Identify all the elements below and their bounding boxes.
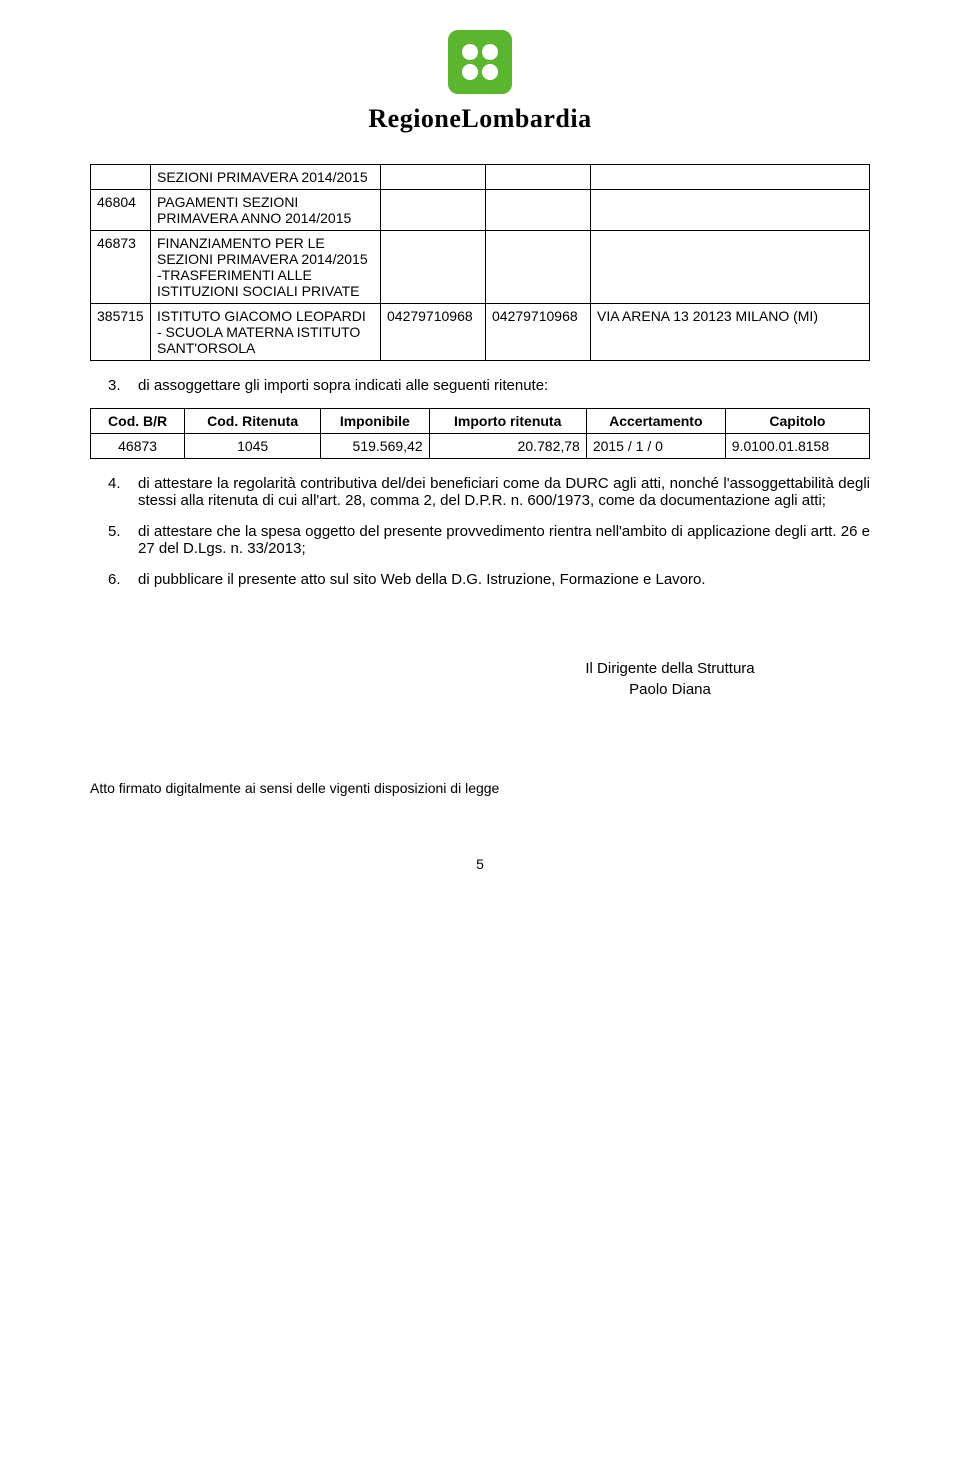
cell (381, 190, 486, 231)
header-logo: RegioneLombardia (90, 30, 870, 134)
cell (381, 165, 486, 190)
col-header: Cod. B/R (91, 409, 185, 434)
signature-name: Paolo Diana (470, 679, 870, 700)
col-header: Imponibile (321, 409, 430, 434)
cell: FINANZIAMENTO PER LE SEZIONI PRIMAVERA 2… (151, 231, 381, 304)
list-item-5: di attestare che la spesa oggetto del pr… (90, 523, 870, 557)
cell: ISTITUTO GIACOMO LEOPARDI - SCUOLA MATER… (151, 304, 381, 361)
cell: 46873 (91, 434, 185, 459)
cell: 46873 (91, 231, 151, 304)
cell (591, 190, 870, 231)
cell (91, 165, 151, 190)
cell (591, 165, 870, 190)
allocations-table: SEZIONI PRIMAVERA 2014/2015 46804 PAGAME… (90, 164, 870, 361)
ritenute-table: Cod. B/R Cod. Ritenuta Imponibile Import… (90, 408, 870, 459)
cell: PAGAMENTI SEZIONI PRIMAVERA ANNO 2014/20… (151, 190, 381, 231)
ordered-list-4: di attestare la regolarità contributiva … (90, 475, 870, 588)
page-number: 5 (90, 856, 870, 872)
col-header: Accertamento (586, 409, 725, 434)
cell: 20.782,78 (429, 434, 586, 459)
cell: SEZIONI PRIMAVERA 2014/2015 (151, 165, 381, 190)
list-item-4: di attestare la regolarità contributiva … (90, 475, 870, 509)
col-header: Importo ritenuta (429, 409, 586, 434)
cell: 9.0100.01.8158 (725, 434, 869, 459)
lombardia-logo-icon (448, 30, 512, 94)
table-header-row: Cod. B/R Cod. Ritenuta Imponibile Import… (91, 409, 870, 434)
cell: 2015 / 1 / 0 (586, 434, 725, 459)
cell: 04279710968 (486, 304, 591, 361)
cell (381, 231, 486, 304)
table-row: 385715 ISTITUTO GIACOMO LEOPARDI - SCUOL… (91, 304, 870, 361)
cell (591, 231, 870, 304)
list-item-6: di pubblicare il presente atto sul sito … (90, 571, 870, 588)
table-row: SEZIONI PRIMAVERA 2014/2015 (91, 165, 870, 190)
cell: VIA ARENA 13 20123 MILANO (MI) (591, 304, 870, 361)
table-row: 46873 1045 519.569,42 20.782,78 2015 / 1… (91, 434, 870, 459)
table-row: 46873 FINANZIAMENTO PER LE SEZIONI PRIMA… (91, 231, 870, 304)
col-header: Cod. Ritenuta (185, 409, 321, 434)
signature-block: Il Dirigente della Struttura Paolo Diana (470, 658, 870, 700)
cell (486, 165, 591, 190)
logo-text: RegioneLombardia (90, 104, 870, 134)
col-header: Capitolo (725, 409, 869, 434)
cell (486, 190, 591, 231)
cell: 04279710968 (381, 304, 486, 361)
cell: 46804 (91, 190, 151, 231)
cell (486, 231, 591, 304)
cell: 385715 (91, 304, 151, 361)
ordered-list-3: di assoggettare gli importi sopra indica… (90, 377, 870, 394)
list-item-3: di assoggettare gli importi sopra indica… (90, 377, 870, 394)
cell: 1045 (185, 434, 321, 459)
footer-note: Atto firmato digitalmente ai sensi delle… (90, 780, 870, 796)
signature-title: Il Dirigente della Struttura (470, 658, 870, 679)
cell: 519.569,42 (321, 434, 430, 459)
table-row: 46804 PAGAMENTI SEZIONI PRIMAVERA ANNO 2… (91, 190, 870, 231)
